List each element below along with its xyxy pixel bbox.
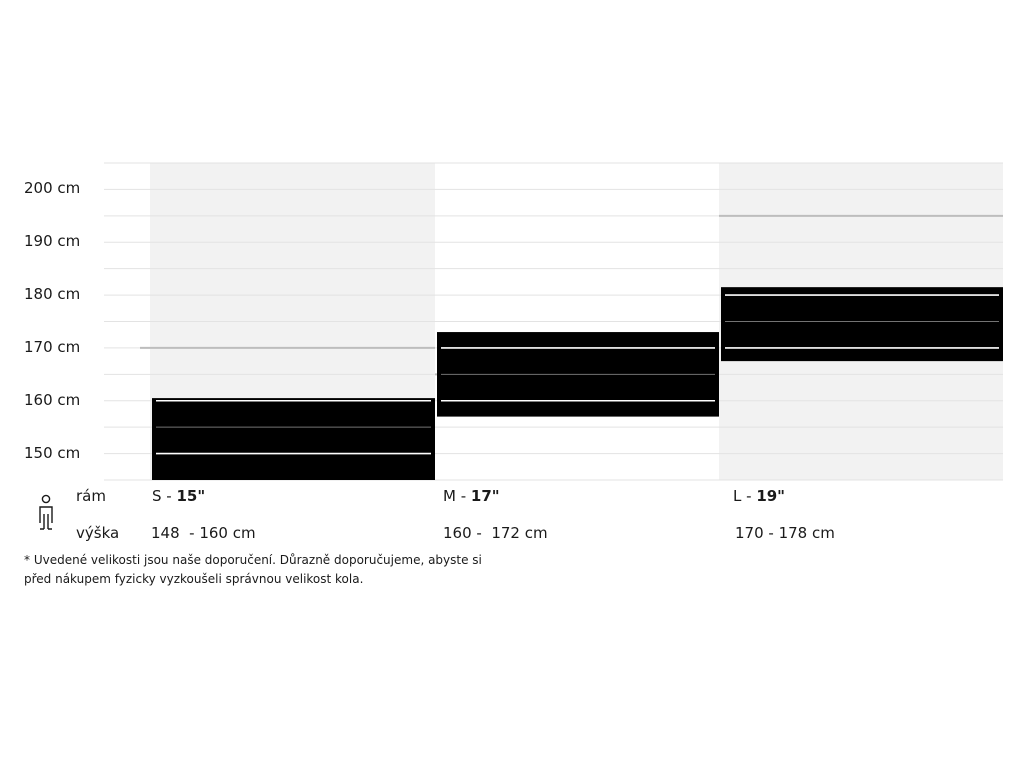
frame-size: 15"	[176, 487, 206, 505]
y-tick-label: 150 cm	[24, 443, 81, 462]
frame-size-label: M - 17"	[443, 487, 500, 505]
frame-size: 17"	[470, 487, 500, 505]
y-tick-label: 160 cm	[24, 390, 81, 409]
height-range-label: 160 - 172 cm	[443, 524, 548, 542]
size-bar	[721, 287, 1003, 362]
frame-row-label: rám	[76, 487, 106, 505]
y-tick-label: 200 cm	[24, 179, 81, 198]
size-bar	[437, 332, 719, 417]
height-row-label: výška	[76, 524, 120, 542]
height-range-label: 148 - 160 cm	[151, 524, 256, 542]
height-range-label: 170 - 178 cm	[735, 524, 835, 542]
frame-size: 19"	[756, 487, 786, 505]
note-line: před nákupem fyzicky vyzkoušeli správnou…	[24, 572, 364, 586]
y-tick-label: 170 cm	[24, 337, 81, 356]
size-bar	[152, 398, 435, 480]
frame-size-label: L - 19"	[733, 487, 785, 505]
size-letter: S -	[152, 487, 177, 505]
note-line: * Uvedené velikosti jsou naše doporučení…	[24, 553, 482, 567]
y-tick-label: 180 cm	[24, 285, 81, 304]
person-icon	[36, 494, 56, 534]
y-tick-label: 190 cm	[24, 232, 81, 251]
size-letter: M -	[443, 487, 471, 505]
frame-size-label: S - 15"	[152, 487, 205, 505]
size-letter: L -	[733, 487, 757, 505]
